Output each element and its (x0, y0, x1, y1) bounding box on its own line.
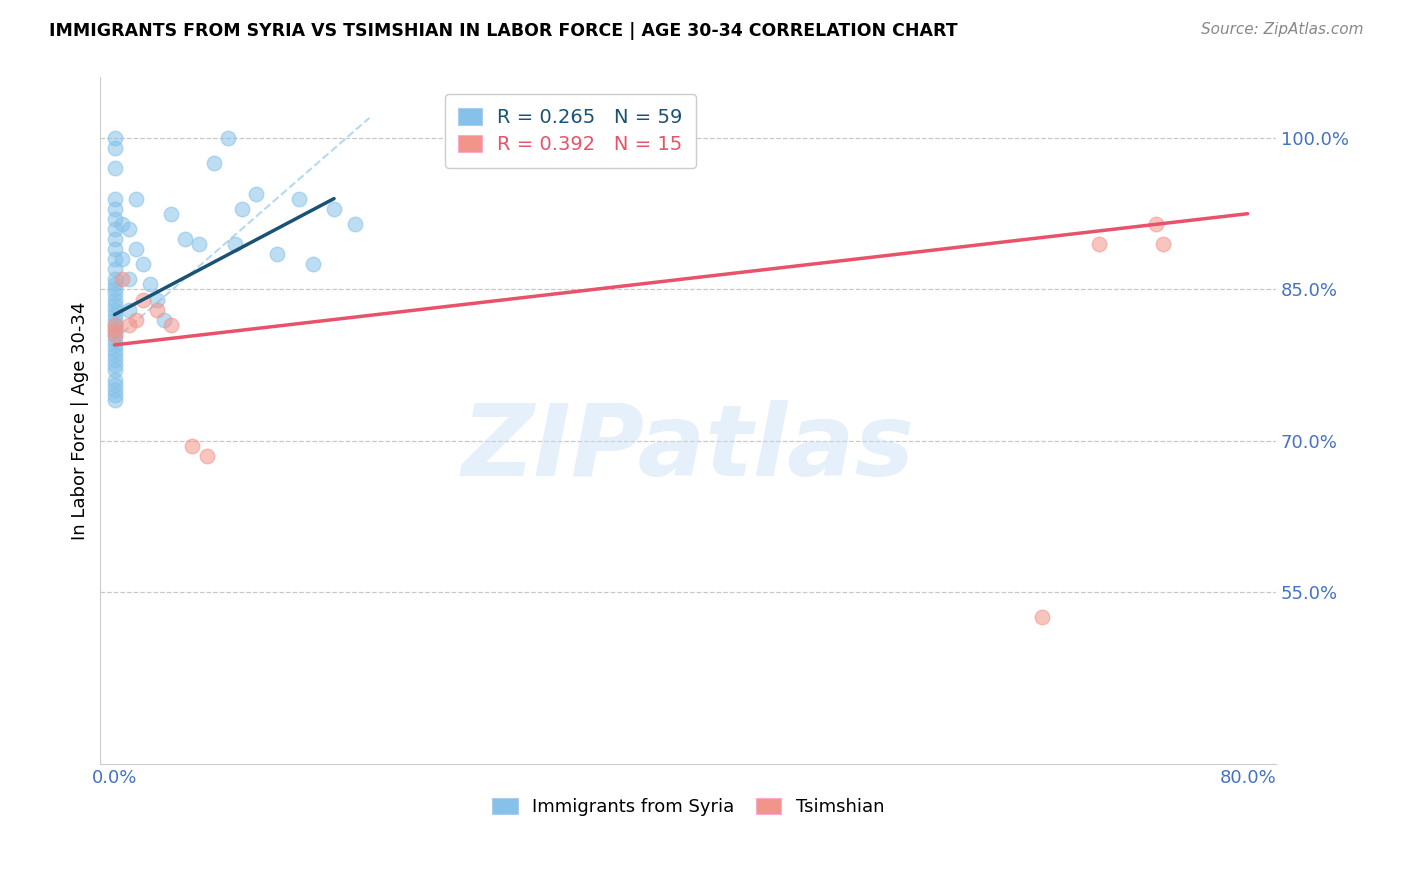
Point (103, 222, 125, 236)
Point (146, 302, 169, 317)
Point (103, 378, 125, 392)
Point (160, 318, 183, 332)
Text: Source: ZipAtlas.com: Source: ZipAtlas.com (1201, 22, 1364, 37)
Y-axis label: In Labor Force | Age 30-34: In Labor Force | Age 30-34 (72, 301, 89, 540)
Point (301, 257, 323, 271)
Point (195, 449, 218, 463)
Point (1031, 610, 1053, 624)
Point (103, 388, 125, 402)
Point (103, 302, 125, 317)
Point (103, 308, 125, 322)
Point (103, 252, 125, 267)
Point (103, 312, 125, 326)
Point (103, 242, 125, 256)
Point (103, 161, 125, 176)
Point (1088, 237, 1111, 252)
Point (103, 262, 125, 277)
Point (103, 202, 125, 216)
Point (110, 272, 132, 286)
Point (103, 393, 125, 408)
Point (153, 312, 176, 326)
Point (103, 282, 125, 296)
Point (245, 186, 267, 201)
Point (103, 373, 125, 387)
Point (103, 272, 125, 286)
Point (103, 287, 125, 301)
Point (103, 131, 125, 145)
Point (103, 323, 125, 337)
Point (103, 338, 125, 352)
Point (146, 293, 169, 307)
Point (110, 252, 132, 267)
Point (103, 277, 125, 292)
Point (118, 272, 141, 286)
Point (118, 302, 141, 317)
Point (125, 192, 148, 206)
Point (287, 192, 309, 206)
Point (188, 237, 211, 252)
Point (344, 217, 367, 231)
Point (103, 353, 125, 368)
Point (202, 156, 225, 170)
Point (266, 247, 288, 261)
Point (103, 297, 125, 311)
Point (1152, 237, 1174, 252)
Point (160, 207, 183, 221)
Point (103, 318, 125, 332)
Point (103, 348, 125, 362)
Point (103, 141, 125, 155)
Point (132, 257, 155, 271)
Point (103, 358, 125, 372)
Point (103, 323, 125, 337)
Point (118, 318, 141, 332)
Point (217, 131, 239, 145)
Point (103, 333, 125, 347)
Point (1144, 217, 1167, 231)
Point (103, 363, 125, 377)
Point (103, 384, 125, 398)
Point (125, 242, 148, 256)
Point (103, 327, 125, 342)
Point (103, 343, 125, 357)
Point (103, 192, 125, 206)
Point (103, 293, 125, 307)
Point (103, 211, 125, 226)
Point (103, 232, 125, 246)
Legend: Immigrants from Syria, Tsimshian: Immigrants from Syria, Tsimshian (485, 790, 891, 823)
Point (103, 327, 125, 342)
Point (323, 202, 346, 216)
Point (139, 277, 162, 292)
Point (103, 318, 125, 332)
Point (174, 232, 197, 246)
Point (110, 217, 132, 231)
Point (224, 237, 246, 252)
Text: IMMIGRANTS FROM SYRIA VS TSIMSHIAN IN LABOR FORCE | AGE 30-34 CORRELATION CHART: IMMIGRANTS FROM SYRIA VS TSIMSHIAN IN LA… (49, 22, 957, 40)
Point (132, 293, 155, 307)
Point (231, 202, 253, 216)
Point (118, 222, 141, 236)
Text: ZIPatlas: ZIPatlas (461, 400, 915, 497)
Point (181, 439, 204, 453)
Point (125, 312, 148, 326)
